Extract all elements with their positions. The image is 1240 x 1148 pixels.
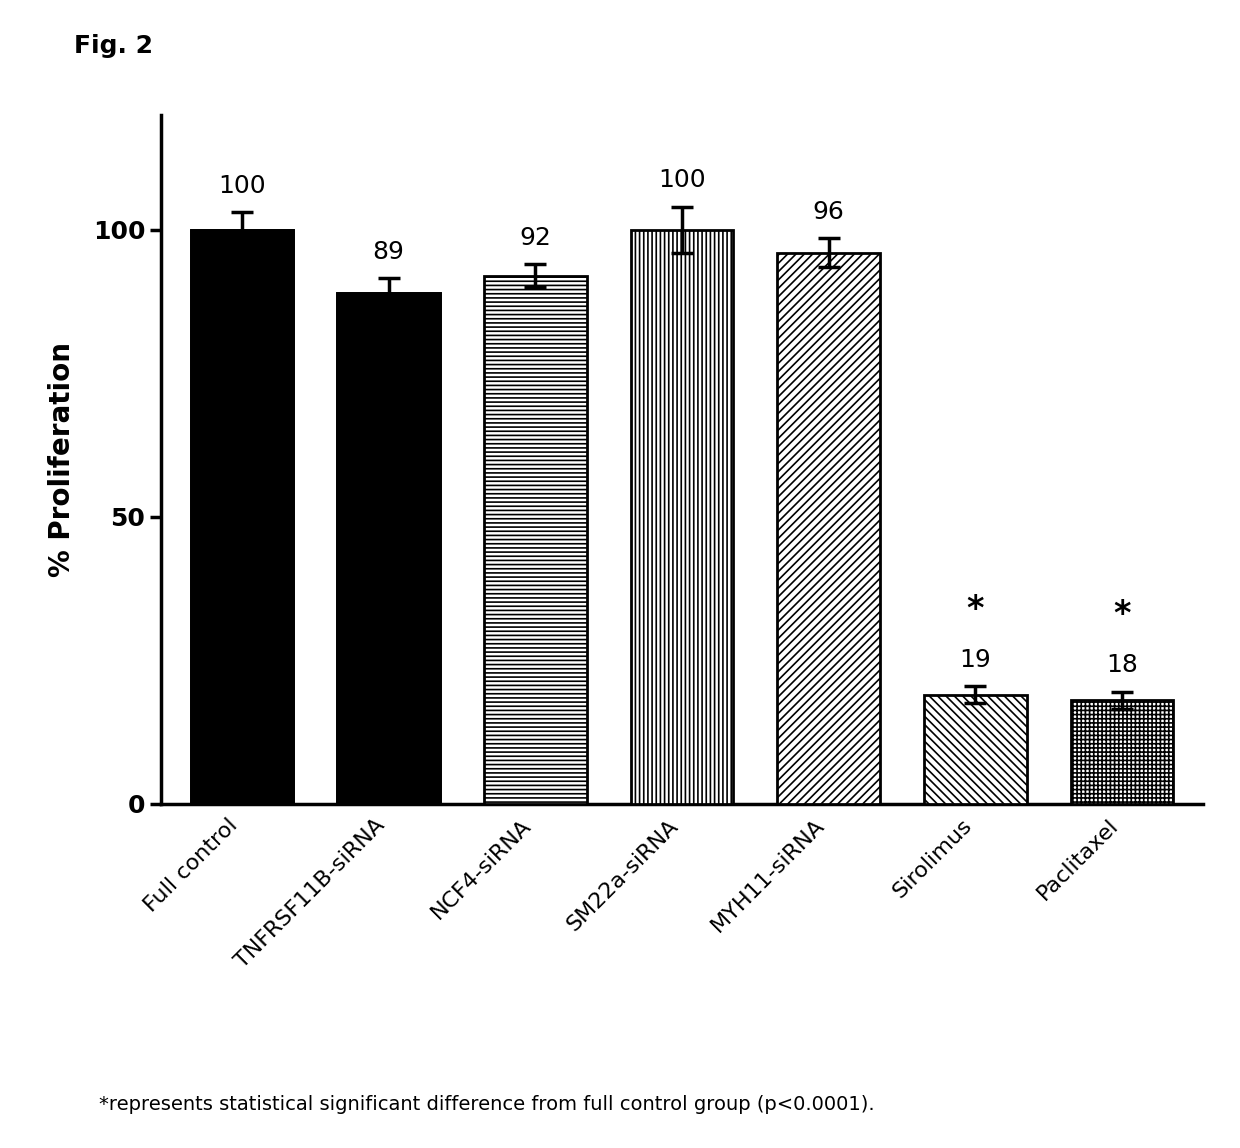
Text: 92: 92: [520, 226, 552, 250]
Bar: [337, 293, 440, 804]
Bar: [924, 695, 1027, 804]
Text: 100: 100: [218, 174, 265, 197]
Bar: [191, 230, 293, 804]
Bar: [191, 230, 293, 804]
Bar: [631, 230, 733, 804]
Bar: [1071, 700, 1173, 804]
Text: 100: 100: [658, 169, 706, 192]
Text: *represents statistical significant difference from full control group (p<0.0001: *represents statistical significant diff…: [99, 1094, 875, 1114]
Text: Fig. 2: Fig. 2: [74, 34, 154, 59]
Text: 18: 18: [1106, 653, 1138, 677]
Y-axis label: % Proliferation: % Proliferation: [48, 342, 76, 576]
Text: *: *: [1114, 598, 1131, 631]
Bar: [337, 293, 440, 804]
Text: 19: 19: [960, 647, 991, 672]
Bar: [777, 253, 880, 804]
Text: 89: 89: [373, 240, 404, 264]
Text: *: *: [967, 592, 985, 626]
Bar: [484, 276, 587, 804]
Text: 96: 96: [812, 200, 844, 224]
